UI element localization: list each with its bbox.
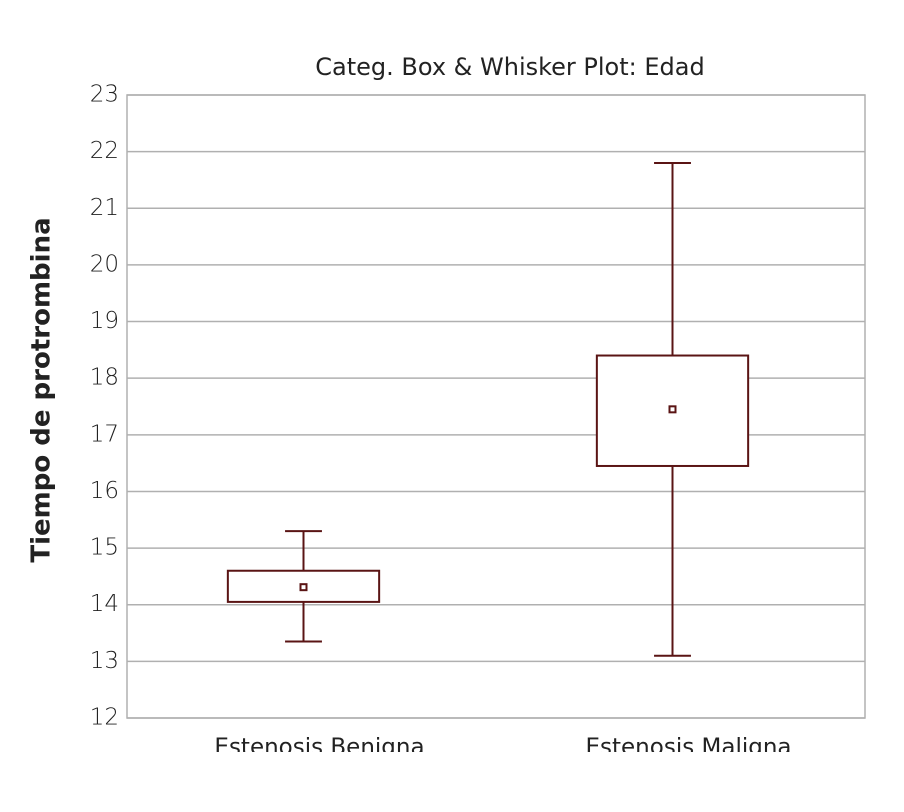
y-tick-label: 20 bbox=[90, 251, 119, 277]
y-tick-label: 16 bbox=[90, 478, 119, 504]
x-tick-label: Estenosis Benigna bbox=[214, 735, 424, 761]
chart-title: Categ. Box & Whisker Plot: Edad bbox=[315, 53, 704, 81]
y-tick-label: 13 bbox=[90, 648, 119, 674]
x-tick-label: Estenosis Maligna bbox=[586, 735, 792, 761]
x-labels: Estenosis Benigna Estenosis Maligna bbox=[214, 735, 792, 761]
y-axis-label: Tiempo de protrombina bbox=[27, 217, 57, 562]
y-tick-label: 21 bbox=[90, 195, 119, 221]
y-tick-label: 17 bbox=[90, 421, 119, 447]
y-tick-label: 14 bbox=[90, 591, 119, 617]
mean-marker bbox=[299, 583, 308, 592]
y-tick-label: 19 bbox=[90, 308, 119, 334]
y-tick-label: 12 bbox=[90, 705, 119, 731]
plot-frame bbox=[126, 94, 866, 719]
y-tick-label: 18 bbox=[90, 365, 119, 391]
y-tick-label: 22 bbox=[90, 138, 119, 164]
y-tick-label: 15 bbox=[90, 535, 119, 561]
mean-marker bbox=[668, 405, 677, 414]
y-tick-label: 23 bbox=[90, 82, 119, 108]
